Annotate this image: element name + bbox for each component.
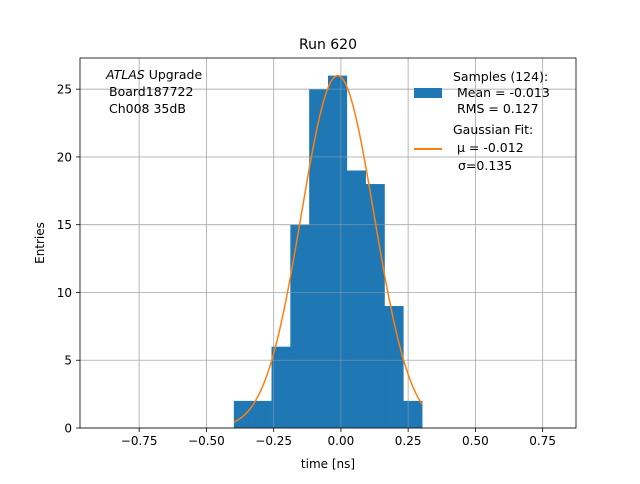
legend-fit-line: σ=0.135 [458,158,512,173]
atlas-label: ATLAS [105,67,145,82]
legend-fit-line: Gaussian Fit: [453,122,533,137]
histogram-bar [252,400,272,428]
y-tick-label: 20 [57,150,72,164]
y-tick-label: 5 [64,354,72,368]
x-tick-label: −0.25 [255,434,292,448]
atlas-annotation: ATLAS Upgrade Board187722 Ch008 35dB [105,67,202,116]
histogram-bar [233,400,253,428]
chart-title: Run 620 [299,37,357,53]
histogram-bars [233,75,423,429]
y-axis-ticks: 0 5 10 15 20 25 [57,83,80,436]
histogram-bar [309,89,329,429]
y-tick-label: 0 [64,422,72,436]
legend-fit-line: μ = -0.012 [457,140,524,155]
legend-hist-line: RMS = 0.127 [457,101,539,116]
svg-text:ATLAS Upgrade: ATLAS Upgrade [105,67,202,82]
y-tick-label: 10 [57,286,72,300]
upgrade-label: Upgrade [145,67,203,82]
histogram-bar [271,346,291,428]
channel-label: Ch008 35dB [109,101,186,116]
legend-hist-line: Samples (124): [453,69,548,84]
gaussian-fit-curve [233,74,423,423]
legend-hist-swatch [414,88,442,98]
y-tick-label: 25 [57,83,72,97]
x-tick-label: 0.25 [395,434,422,448]
plot-frame [79,57,577,429]
x-axis-ticks: −0.75 −0.50 −0.25 0.00 0.25 0.50 0.75 [121,428,556,448]
x-tick-label: 0.75 [529,434,556,448]
y-tick-label: 15 [57,218,72,232]
x-tick-label: −0.75 [121,434,158,448]
histogram-bar [290,224,310,428]
histogram-bar [328,75,348,428]
x-tick-label: 0.00 [328,434,355,448]
x-axis-label: time [ns] [301,457,355,471]
legend: Samples (124): Mean = -0.013 RMS = 0.127… [414,69,550,173]
legend-hist-line: Mean = -0.013 [457,85,550,100]
y-axis-label: Entries [33,222,47,264]
x-tick-label: −0.50 [188,434,225,448]
histogram-bar [403,400,423,428]
x-tick-label: 0.50 [462,434,489,448]
histogram-bar [346,170,366,428]
board-label: Board187722 [109,84,193,99]
histogram-bar [384,306,404,428]
